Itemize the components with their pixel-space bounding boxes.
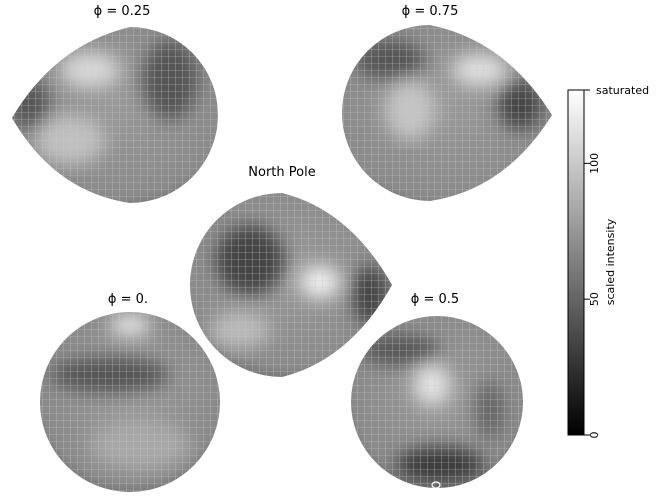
panel-title: North Pole bbox=[248, 165, 315, 180]
colorbar-scale bbox=[567, 89, 585, 436]
surface-map bbox=[351, 316, 523, 488]
tick-label: 0 bbox=[588, 432, 601, 439]
surface-map bbox=[12, 27, 218, 203]
colorbar-label: scaled intensity bbox=[604, 218, 617, 305]
surface-map bbox=[40, 312, 220, 492]
panel-title: ϕ = 0.75 bbox=[402, 4, 459, 19]
tick-label: 50 bbox=[588, 292, 601, 306]
colorbar: scaled intensity bbox=[567, 89, 617, 436]
tick-label: 100 bbox=[588, 153, 601, 174]
surface-map bbox=[189, 192, 392, 377]
surface-map bbox=[342, 25, 552, 201]
panel-title: ϕ = 0.5 bbox=[411, 292, 459, 307]
panel-title: ϕ = 0. bbox=[108, 292, 148, 307]
panel-title: ϕ = 0.25 bbox=[94, 4, 151, 19]
tick-label: saturated bbox=[596, 84, 649, 97]
